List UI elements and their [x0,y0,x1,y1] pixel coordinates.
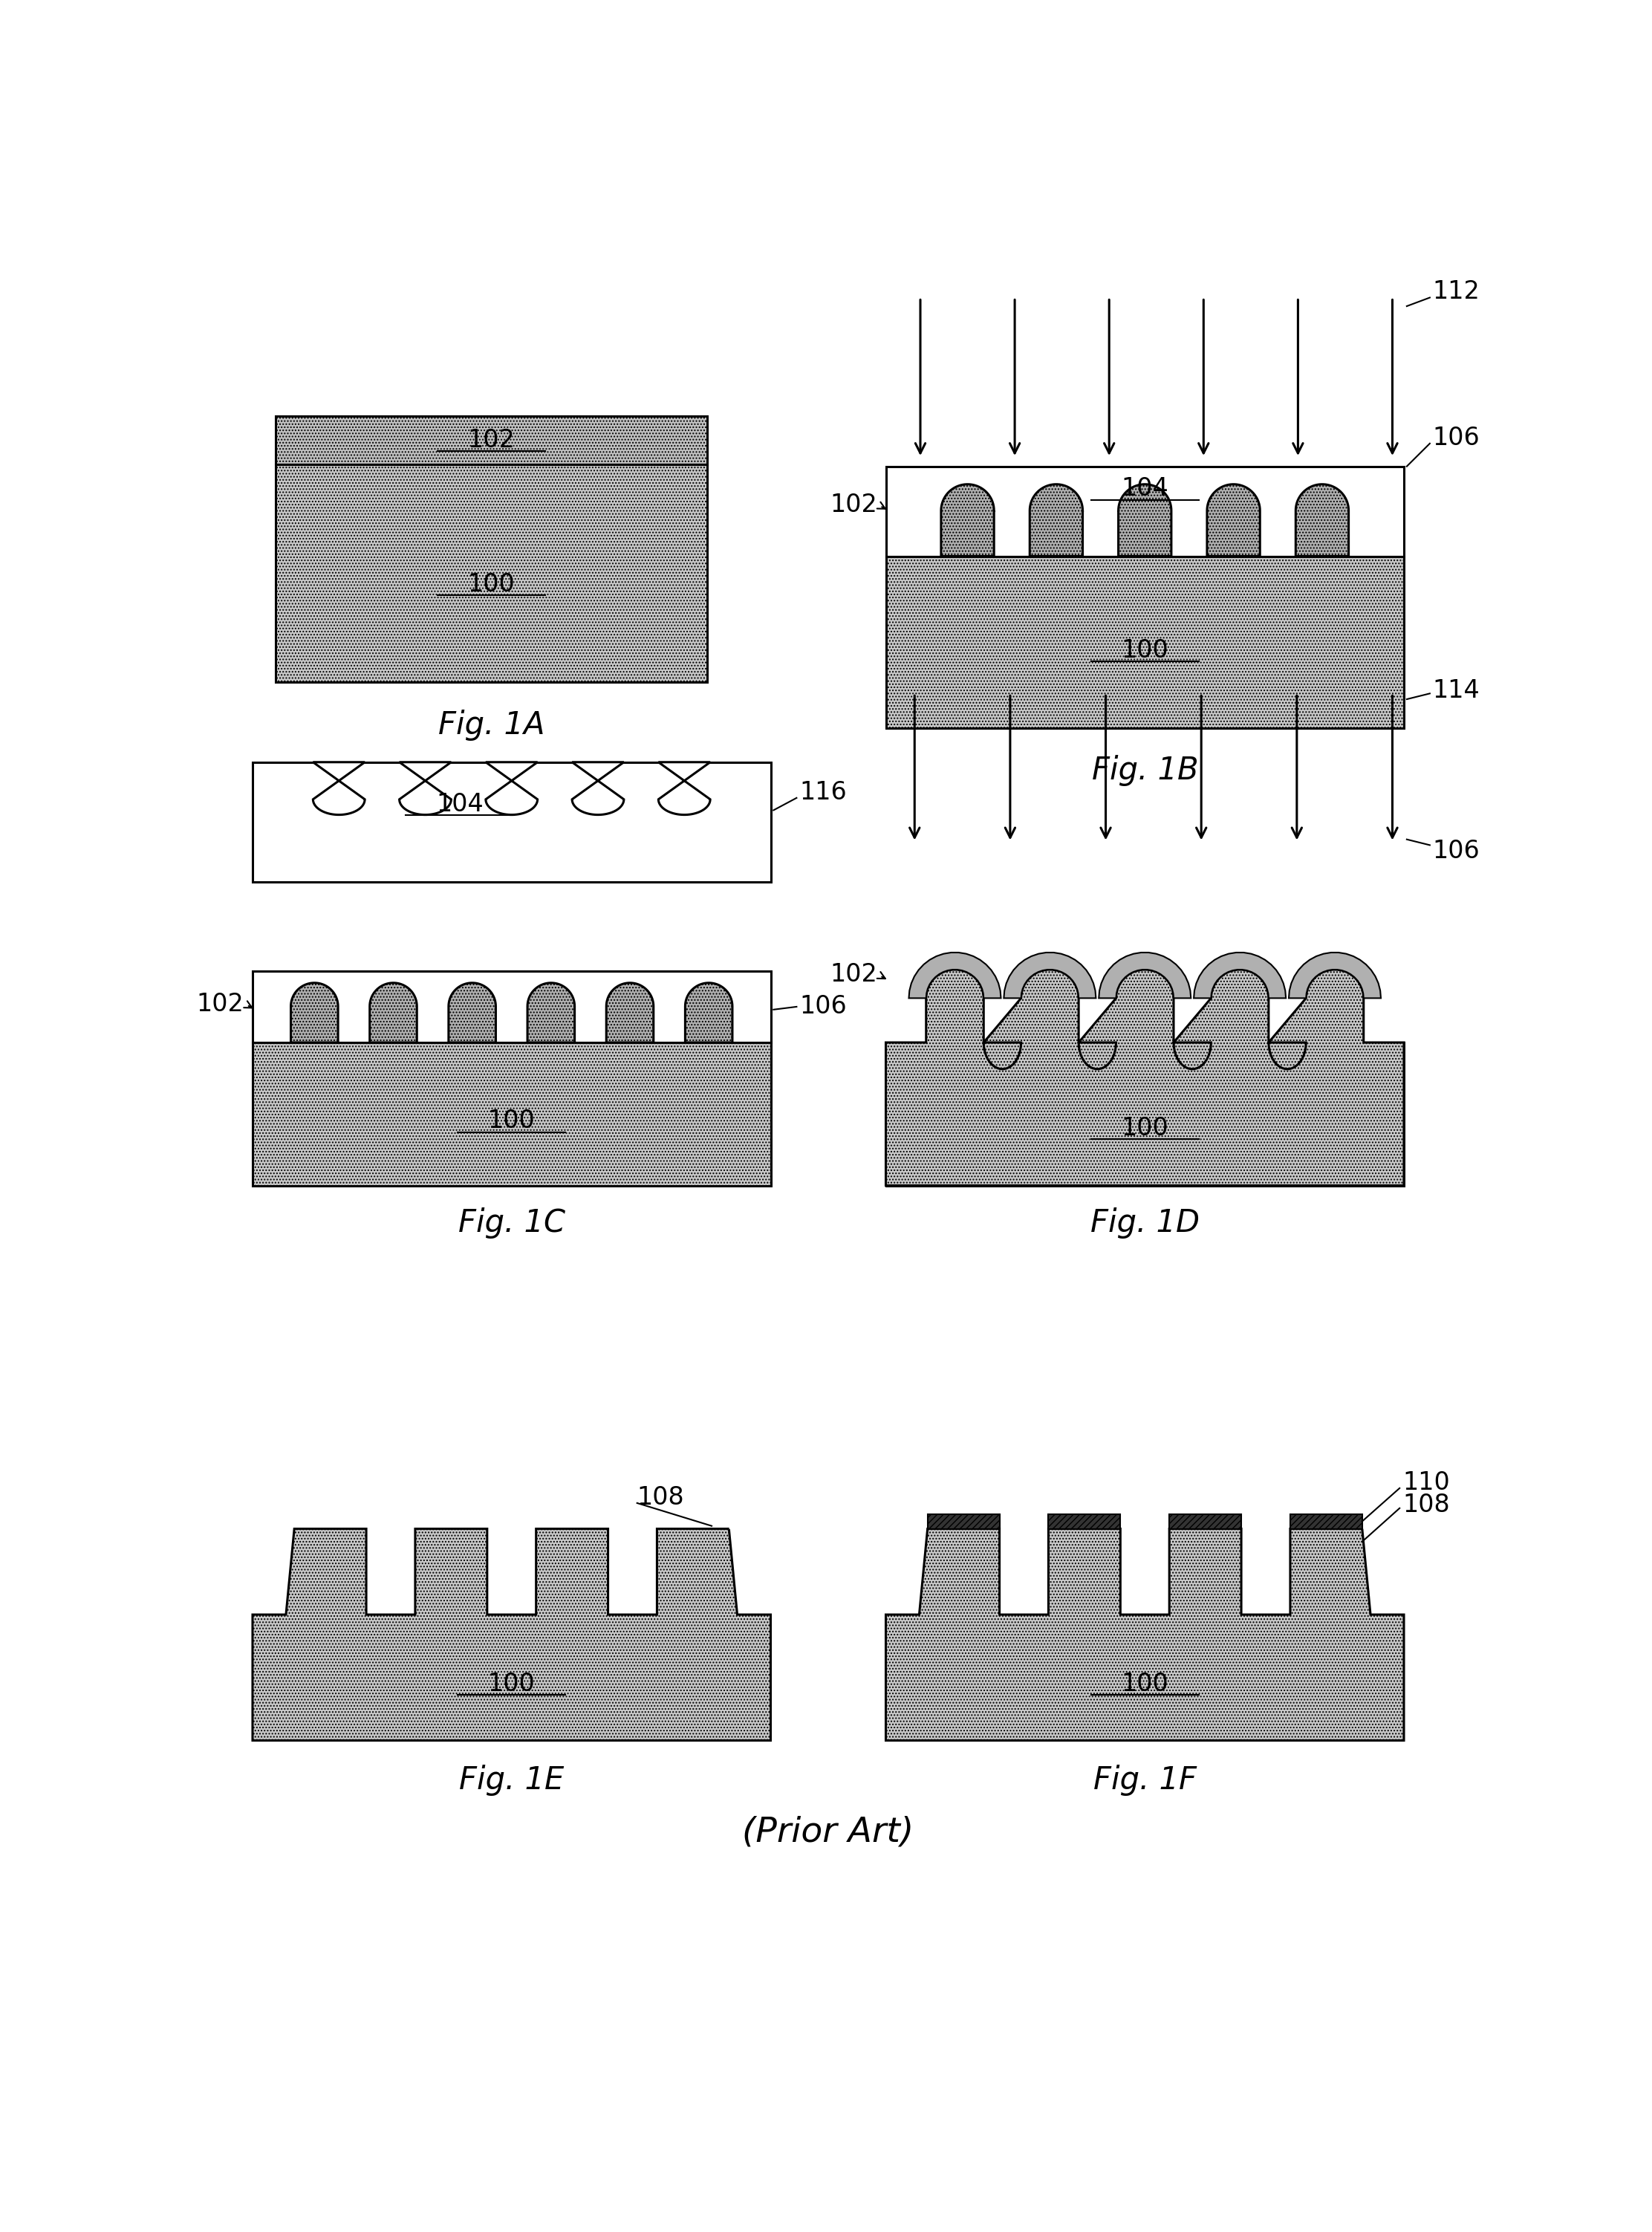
Text: Fig. 1C: Fig. 1C [458,1208,565,1239]
Polygon shape [1194,953,1285,998]
Text: Fig. 1A: Fig. 1A [438,710,545,741]
Text: Fig. 1D: Fig. 1D [1090,1208,1199,1239]
Polygon shape [1099,953,1191,998]
Polygon shape [486,761,537,815]
Text: (Prior Art): (Prior Art) [742,1815,914,1848]
Text: Fig. 1E: Fig. 1E [459,1766,563,1797]
Text: Fig. 1B: Fig. 1B [1092,754,1198,786]
Polygon shape [572,761,624,815]
Text: 108: 108 [1403,1493,1450,1518]
Bar [885,466,1404,556]
Bar [885,1042,1404,1185]
Polygon shape [909,953,1001,998]
Bar [253,971,771,1042]
Polygon shape [449,982,496,1042]
Text: 110: 110 [1403,1471,1450,1495]
Bar [276,464,707,683]
Polygon shape [606,982,654,1042]
Text: 108: 108 [638,1484,684,1509]
Text: 100: 100 [1122,1672,1168,1696]
Text: 104: 104 [436,792,484,817]
Text: 106: 106 [800,995,847,1020]
Polygon shape [659,761,710,815]
Text: 116: 116 [800,779,847,804]
Bar [253,761,771,882]
Text: Fig. 1F: Fig. 1F [1094,1766,1196,1797]
Text: 102: 102 [829,493,877,518]
Polygon shape [1289,953,1381,998]
Text: 104: 104 [1122,478,1168,500]
Text: 100: 100 [1122,1116,1168,1141]
Bar [1290,1513,1363,1529]
Polygon shape [291,982,339,1042]
Polygon shape [885,969,1404,1185]
Text: 102: 102 [468,429,515,453]
Text: 106: 106 [1432,426,1480,451]
Text: 102: 102 [197,991,244,1016]
Polygon shape [942,484,995,556]
Polygon shape [1208,484,1260,556]
Text: 112: 112 [1432,279,1480,304]
Polygon shape [400,761,451,815]
Bar [927,1513,999,1529]
Polygon shape [527,982,575,1042]
Bar [885,556,1404,728]
Polygon shape [686,982,732,1042]
Polygon shape [1295,484,1348,556]
Bar [1049,1513,1120,1529]
Polygon shape [1118,484,1171,556]
Polygon shape [370,982,416,1042]
Polygon shape [1029,484,1082,556]
Polygon shape [253,1529,771,1741]
Text: 100: 100 [468,571,515,596]
Polygon shape [1004,953,1095,998]
Bar [1170,1513,1241,1529]
Bar [253,1042,771,1185]
Text: 100: 100 [487,1109,535,1134]
Text: 100: 100 [1122,638,1168,663]
Polygon shape [312,761,365,815]
Text: 106: 106 [1432,839,1480,864]
Text: 100: 100 [487,1672,535,1696]
Polygon shape [885,1529,1404,1741]
Text: 114: 114 [1432,679,1480,703]
Text: 102: 102 [829,962,877,987]
Bar [276,415,707,464]
